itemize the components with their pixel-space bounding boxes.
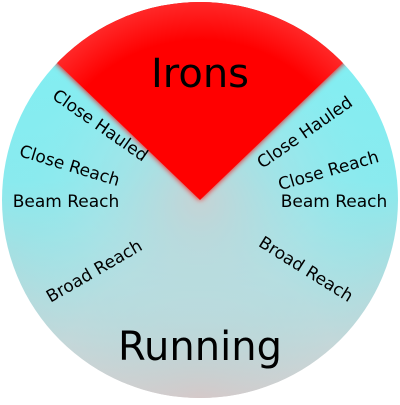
irons-label: Irons [151,51,249,97]
beam-reach-left-label: Beam Reach [13,192,120,212]
beam-reach-right-label: Beam Reach [281,192,388,212]
irons-zone [52,2,348,200]
running-label: Running [118,324,282,370]
